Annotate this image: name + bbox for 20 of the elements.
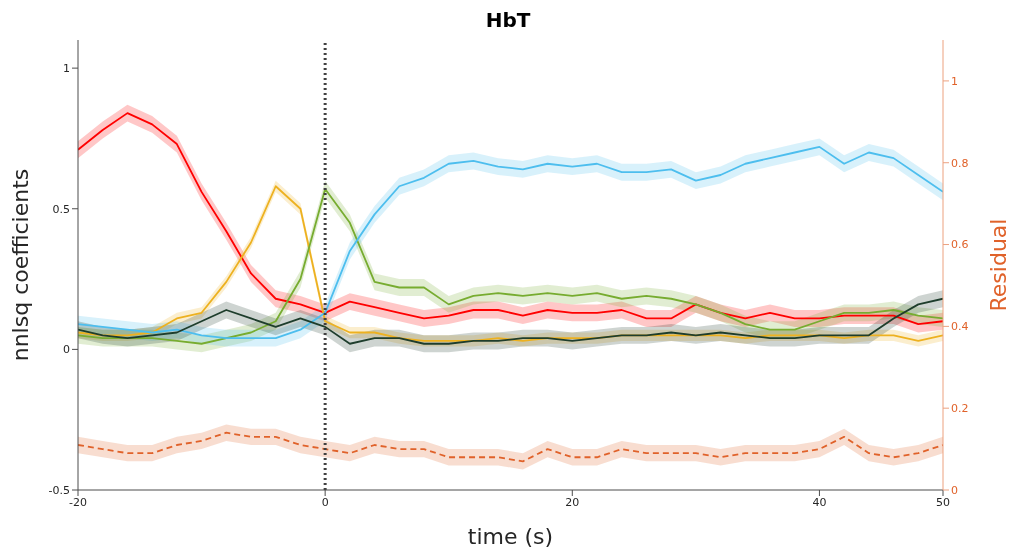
x-tick-label: 0 <box>321 495 329 509</box>
y-tick-label: 0.5 <box>52 202 70 216</box>
x-tick-label: 40 <box>812 495 827 509</box>
y2-tick-label: 0.4 <box>951 320 969 334</box>
line-series <box>78 297 943 345</box>
y2-tick-label: 0.2 <box>951 402 969 416</box>
y-tick-label: 1 <box>63 62 70 76</box>
y2-tick-label: 0 <box>951 483 958 497</box>
x-tick-label: 20 <box>565 495 580 509</box>
x-tick-label: -20 <box>69 495 87 509</box>
chart-title: HbT <box>484 8 532 34</box>
y2-tick-label: 1 <box>951 74 958 88</box>
x-tick-label: 50 <box>936 495 950 509</box>
y-axis-title: nnlsq coefficients <box>7 168 33 362</box>
y-tick-label: 0 <box>63 343 70 357</box>
y-tick-label: -0.5 <box>48 483 70 497</box>
y2-axis-title: Residual <box>985 218 1011 312</box>
x-axis-title: time (s) <box>467 524 554 549</box>
y2-tick-label: 0.6 <box>951 238 969 252</box>
y2-tick-label: 0.8 <box>951 156 969 170</box>
